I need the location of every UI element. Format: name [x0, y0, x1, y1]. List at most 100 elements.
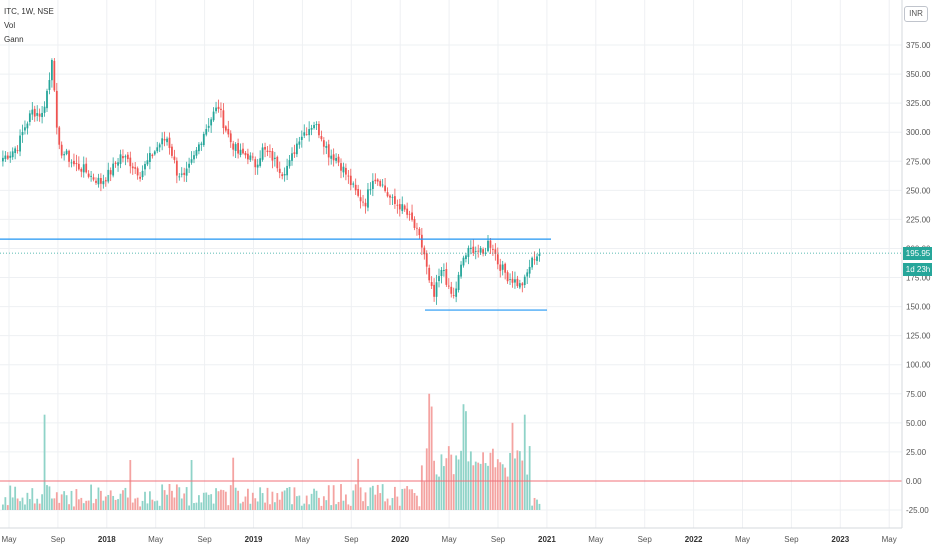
time-tick-label: May: [1, 535, 16, 544]
symbol-legend[interactable]: ITC, 1W, NSE: [4, 7, 54, 16]
candle-body: [2, 157, 4, 162]
price-axis[interactable]: 375.00 350.00 325.00 300.00 275.00 250.00 225.…: [906, 41, 931, 515]
volume-bar: [305, 495, 308, 510]
volume-bar: [200, 502, 203, 510]
candle-body: [482, 249, 484, 254]
volume-bar: [460, 450, 462, 510]
candle-body: [379, 180, 382, 186]
volume-bar: [384, 501, 386, 510]
time-tick-label: May: [442, 535, 457, 544]
volume-bar: [509, 452, 511, 510]
volume-bar: [413, 492, 416, 510]
time-tick-label: Sep: [197, 535, 212, 544]
candle-body: [92, 177, 95, 180]
volume-bar: [310, 493, 313, 510]
candle-body: [190, 159, 193, 163]
candle-body: [28, 113, 31, 122]
volume-bar: [318, 497, 320, 510]
volume-bar: [521, 460, 524, 510]
volume-bar: [411, 489, 413, 510]
candle-body: [220, 108, 222, 110]
candle-body: [435, 282, 438, 297]
candle-body: [428, 267, 431, 281]
candle-body: [237, 143, 239, 154]
volume-bar: [526, 474, 529, 510]
candle-body: [202, 134, 205, 146]
volume-bar: [254, 498, 257, 510]
candle-body: [345, 167, 347, 175]
candle-body: [349, 175, 352, 186]
candle-body: [354, 184, 357, 191]
candle-body: [73, 160, 75, 165]
candle-body: [318, 123, 320, 136]
candle-body: [31, 109, 34, 115]
volume-bar: [327, 485, 330, 510]
volume-bar: [75, 489, 78, 510]
candle-body: [229, 133, 232, 143]
time-tick-label: May: [148, 535, 163, 544]
volume-bar: [506, 476, 509, 510]
volume-bar: [65, 495, 68, 510]
candle-body: [144, 164, 146, 170]
volume-bar: [345, 494, 347, 510]
volume-bar: [499, 462, 502, 510]
volume-bar: [386, 498, 389, 510]
time-axis[interactable]: May Sep 2018 May Sep 2019 May Sep 2020 May Sep 2021…: [1, 535, 896, 544]
candle-body: [249, 155, 252, 160]
candle-body: [310, 128, 313, 130]
volume-bar: [33, 503, 36, 510]
candle-body: [173, 156, 176, 160]
volume-bar: [215, 488, 217, 510]
volume-bar: [119, 493, 122, 510]
candle-body: [514, 279, 516, 283]
currency-button[interactable]: INR: [904, 6, 928, 22]
candle-body: [308, 129, 311, 136]
candle-body: [53, 60, 56, 91]
candle-body: [70, 162, 73, 164]
volume-bar: [114, 499, 117, 510]
candle-body: [523, 276, 526, 286]
candle-body: [457, 274, 460, 291]
candle-body: [533, 259, 536, 261]
candle-body: [494, 249, 497, 254]
volume-bar: [122, 490, 124, 510]
volume-bar: [36, 498, 39, 510]
volume-bar: [322, 496, 325, 510]
candle-body: [281, 174, 284, 177]
volume-bar: [68, 504, 70, 510]
price-tick-label: 100.00: [906, 361, 931, 370]
candle-body: [146, 160, 149, 165]
horizontal-lines[interactable]: [0, 238, 902, 482]
volume-bar: [14, 486, 17, 510]
volume-bar: [217, 491, 220, 510]
candle-body: [198, 144, 200, 152]
candle-body: [403, 205, 406, 210]
volume-bar: [438, 476, 440, 510]
volume-bar: [425, 448, 428, 510]
candle-body: [205, 129, 208, 135]
candle-body: [68, 150, 70, 162]
volume-bar: [303, 503, 306, 510]
candle-body: [11, 151, 14, 158]
candle-body: [217, 106, 220, 110]
volume-legend[interactable]: Vol: [4, 21, 16, 30]
candle-body: [330, 155, 333, 159]
volume-bar: [379, 493, 382, 510]
volume-bar: [293, 487, 296, 510]
volume-bars: [2, 393, 541, 510]
candle-body: [526, 272, 529, 277]
candle-body: [271, 151, 274, 161]
price-tick-label: 25.00: [906, 448, 927, 457]
candle-body: [367, 189, 369, 208]
candle-body: [315, 124, 318, 126]
gann-legend[interactable]: Gann: [4, 35, 24, 44]
candle-body: [303, 132, 306, 136]
volume-bar: [207, 494, 210, 510]
volume-bar: [100, 490, 102, 510]
candle-body: [489, 240, 492, 248]
volume-bar: [492, 448, 494, 510]
volume-bar: [11, 497, 14, 510]
candle-body: [183, 172, 186, 175]
time-tick-label: Sep: [344, 535, 359, 544]
